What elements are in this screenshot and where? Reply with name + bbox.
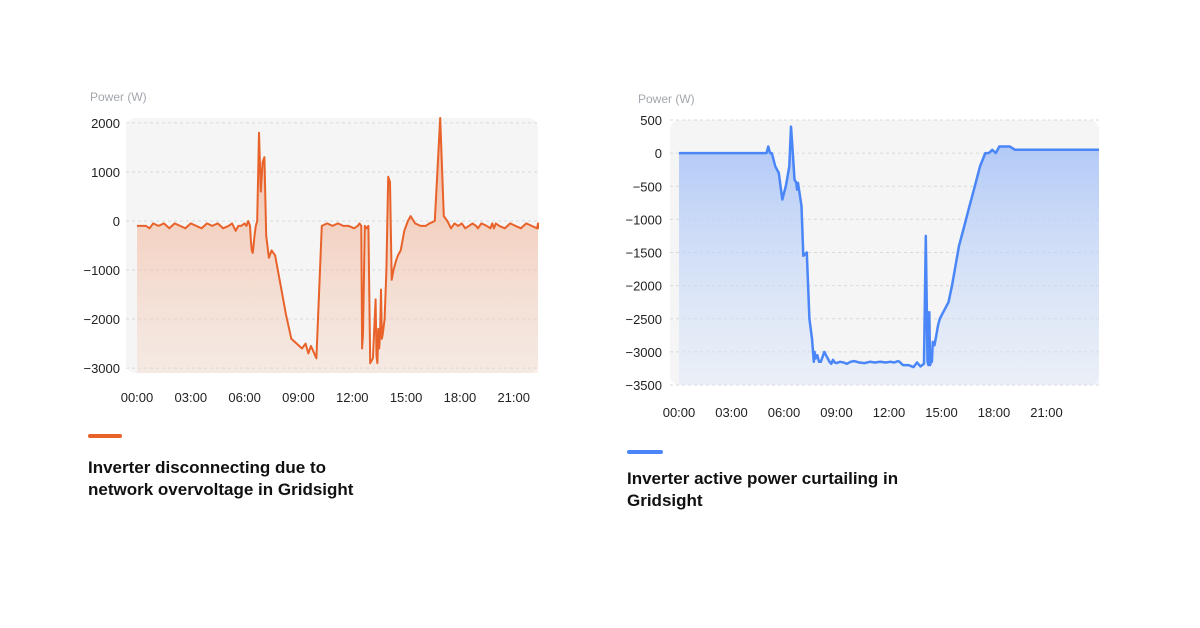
x-tick-label: 06:00: [228, 390, 261, 405]
x-tick-label: 09:00: [820, 405, 853, 420]
legend-label-disconnecting: Inverter disconnecting due to network ov…: [88, 458, 354, 499]
y-tick-labels: 500 0 −500 −1000 −1500 −2000 −2500 −3000 −3500: [625, 113, 662, 393]
y-tick-label: 500: [640, 113, 662, 128]
series-line: [137, 117, 539, 365]
y-tick-label: −500: [633, 179, 662, 194]
x-tick-labels: 00:00 03:00 06:00 09:00 12:00 15:00 18:00 21:00: [663, 405, 1063, 420]
x-tick-label: 15:00: [390, 390, 423, 405]
y-tick-labels: 2000 1000 0 −1000 −2000 −3000: [83, 116, 120, 376]
x-tick-label: 18:00: [978, 405, 1011, 420]
x-tick-label: 03:00: [715, 405, 748, 420]
series-area: [679, 126, 1099, 385]
y-tick-label: 1000: [91, 165, 120, 180]
x-tick-label: 21:00: [1030, 405, 1063, 420]
x-tick-label: 00:00: [663, 405, 696, 420]
x-tick-label: 06:00: [768, 405, 801, 420]
x-tick-labels: 00:00 03:00 06:00 09:00 12:00 15:00 18:00 21:00: [121, 390, 530, 405]
y-tick-label: −1000: [83, 263, 120, 278]
legend-label-curtailing: Inverter active power curtailing in Grid…: [627, 469, 899, 510]
chart-active-power-curtailing: Power (W) 500 0 −500 −1000 −1500 −2000 −2500 −3…: [625, 92, 1099, 420]
chart-inverter-disconnecting: Power (W) 2000 1000 0 −1000 −2000 −3000 00:00…: [83, 90, 539, 405]
x-tick-label: 09:00: [282, 390, 315, 405]
y-tick-label: −1000: [625, 212, 662, 227]
y-tick-label: −2500: [625, 312, 662, 327]
legend-swatch-orange: [88, 434, 122, 438]
x-tick-label: 15:00: [925, 405, 958, 420]
y-tick-label: −2000: [83, 312, 120, 327]
x-tick-label: 12:00: [336, 390, 369, 405]
y-tick-label: 2000: [91, 116, 120, 131]
x-tick-label: 12:00: [873, 405, 906, 420]
y-tick-label: 0: [655, 146, 662, 161]
y-tick-label: 0: [113, 214, 120, 229]
y-axis-label: Power (W): [638, 92, 695, 106]
x-tick-label: 00:00: [121, 390, 154, 405]
y-axis-label: Power (W): [90, 90, 147, 104]
legend-swatch-blue: [627, 450, 663, 454]
x-tick-label: 03:00: [175, 390, 208, 405]
y-tick-label: −3000: [625, 345, 662, 360]
series-line: [679, 125, 1099, 369]
y-tick-label: −2000: [625, 279, 662, 294]
y-tick-label: −1500: [625, 246, 662, 261]
x-tick-label: 21:00: [497, 390, 530, 405]
y-tick-label: −3000: [83, 361, 120, 376]
x-tick-label: 18:00: [444, 390, 477, 405]
y-tick-label: −3500: [625, 378, 662, 393]
